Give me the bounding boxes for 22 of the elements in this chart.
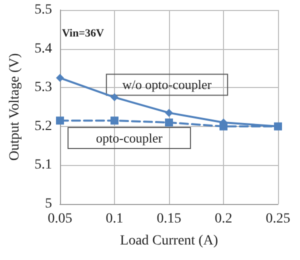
- y-tick-label: 5.4: [34, 41, 52, 56]
- x-tick-label: 0.05: [48, 212, 72, 226]
- point: [165, 118, 173, 127]
- series-label: w/o opto-coupler: [122, 77, 212, 92]
- annotation: Vin=36V: [62, 28, 104, 40]
- y-tick-label: 5: [45, 196, 52, 212]
- point: [110, 93, 118, 102]
- point: [56, 116, 64, 125]
- x-tick-label: 0.2: [214, 212, 232, 226]
- y-tick-label: 5.1: [34, 158, 52, 173]
- x-axis-title: Load Current (A): [120, 234, 218, 248]
- y-tick-label: 5.5: [34, 2, 52, 18]
- y-axis-title: Output Voltage (V): [8, 52, 22, 161]
- point: [110, 116, 118, 125]
- x-tick-label: 0.15: [156, 212, 182, 226]
- x-tick-label: 0.25: [266, 212, 290, 226]
- y-tick-label: 5.2: [34, 118, 52, 134]
- y-tick-label: 5.3: [34, 80, 52, 96]
- series-label: opto-coupler: [96, 130, 164, 146]
- point: [56, 74, 64, 82]
- point: [165, 108, 173, 117]
- x-tick-label: 0.1: [106, 212, 124, 226]
